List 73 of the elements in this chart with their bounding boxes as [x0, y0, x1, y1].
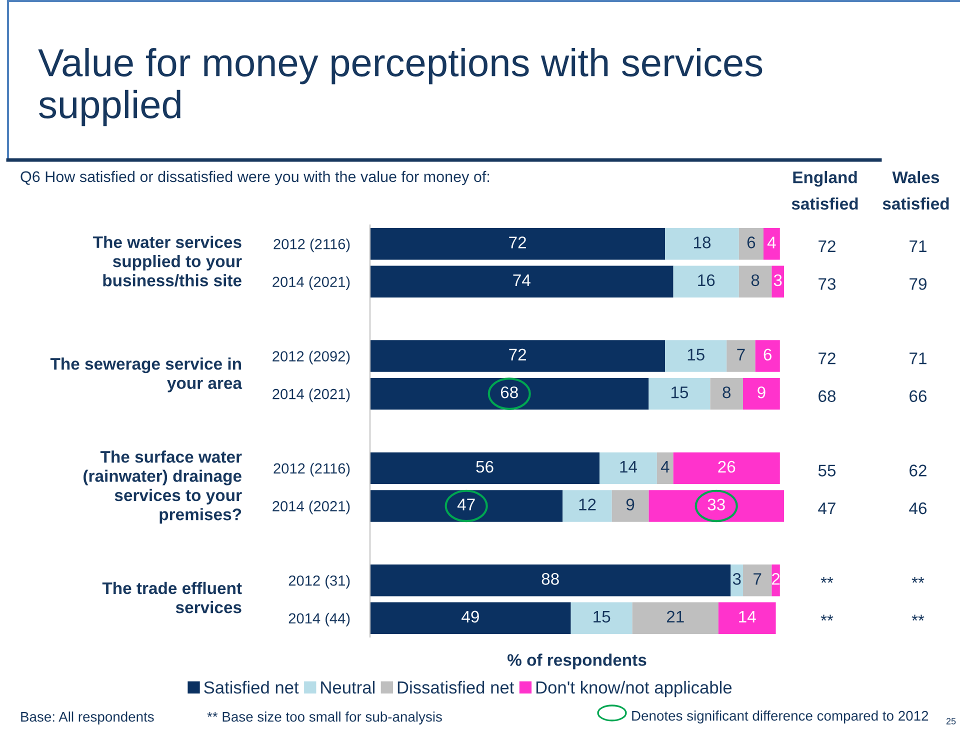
text: Base: All respondents	[21, 712, 154, 724]
text: 47	[818, 502, 836, 514]
legend-label: Neutral	[321, 680, 374, 694]
y-tick-label: 2012 (2092)	[272, 350, 350, 364]
data-label: 72	[509, 236, 526, 248]
legend-label: Don't know/not applicable	[536, 680, 732, 698]
text: Denotes significant difference compared to 2012	[632, 710, 928, 724]
text: Wales satisfied	[882, 171, 949, 210]
y-tick-label: 2012 (31)	[288, 575, 350, 589]
chart-subtitle: Q6 How satisfied or dissatisfied were you with the value for money of:	[20, 170, 490, 186]
data-label: 3	[774, 274, 782, 286]
text: 71	[910, 240, 926, 252]
data-label: 88	[542, 573, 559, 585]
chart-title: Value for money perceptions with services supplied	[38, 48, 762, 126]
text: **	[912, 614, 924, 621]
text: 62	[910, 464, 926, 476]
y-tick-label: 2012 (2116)	[274, 462, 350, 476]
data-label: 14	[620, 461, 638, 473]
data-label: 3	[732, 573, 741, 585]
data-label: 2	[772, 573, 780, 585]
data-label: 14	[739, 610, 756, 622]
text: **	[820, 614, 834, 621]
text: ** Base size too small for sub-analysis	[207, 712, 442, 724]
x-axis-title: % of respondents	[508, 654, 646, 670]
data-label: 12	[579, 498, 596, 510]
text: The water services supplied to your business/this site	[93, 236, 242, 287]
data-label: 9	[758, 386, 766, 398]
data-label: 26	[718, 460, 736, 473]
legend-label: Satisfied net	[204, 680, 299, 694]
data-label: 8	[751, 274, 760, 286]
text: 72	[818, 240, 836, 252]
data-label: 4	[660, 461, 670, 473]
data-label: 68	[500, 386, 518, 398]
data-label: 7	[754, 573, 762, 585]
text: The surface water (rainwater) drainage services to your premises?	[84, 450, 242, 524]
text: The trade effluent services	[102, 582, 242, 614]
data-label: 15	[688, 348, 704, 361]
y-tick-label: 2014 (2021)	[272, 276, 350, 290]
text: 71	[910, 352, 926, 364]
text: 25	[946, 718, 956, 724]
data-label: 7	[737, 348, 745, 360]
data-label: 16	[698, 274, 715, 286]
data-label: 9	[626, 498, 634, 510]
data-label: 33	[708, 498, 725, 510]
data-label: 49	[462, 610, 479, 623]
text: The sewerage service in your area	[50, 358, 242, 392]
data-label: 47	[457, 498, 475, 510]
data-label: 15	[594, 610, 610, 623]
text: 79	[910, 278, 926, 290]
text: 73	[818, 278, 836, 290]
text: 66	[910, 390, 927, 402]
y-tick-label: 2014 (44)	[288, 612, 350, 626]
data-label: 8	[722, 386, 731, 398]
data-label: 6	[747, 236, 756, 248]
data-label: 18	[694, 236, 711, 248]
text: 68	[818, 390, 836, 402]
data-label: 72	[509, 348, 526, 360]
text: **	[912, 576, 924, 583]
text: 72	[818, 352, 836, 364]
data-label: 15	[671, 386, 688, 398]
data-label: 56	[476, 460, 494, 473]
data-label: 4	[767, 236, 776, 248]
text: 46	[909, 502, 927, 514]
y-tick-label: 2014 (2021)	[272, 500, 350, 514]
data-label: 21	[666, 610, 684, 622]
y-tick-label: 2014 (2021)	[272, 388, 350, 402]
text: England satisfied	[792, 170, 858, 210]
legend-label: Dissatisfied net	[398, 680, 514, 694]
data-label: 74	[513, 274, 530, 286]
data-label: 6	[764, 348, 772, 361]
y-tick-label: 2012 (2116)	[274, 238, 350, 252]
text: 55	[818, 464, 836, 476]
text: **	[820, 576, 834, 583]
